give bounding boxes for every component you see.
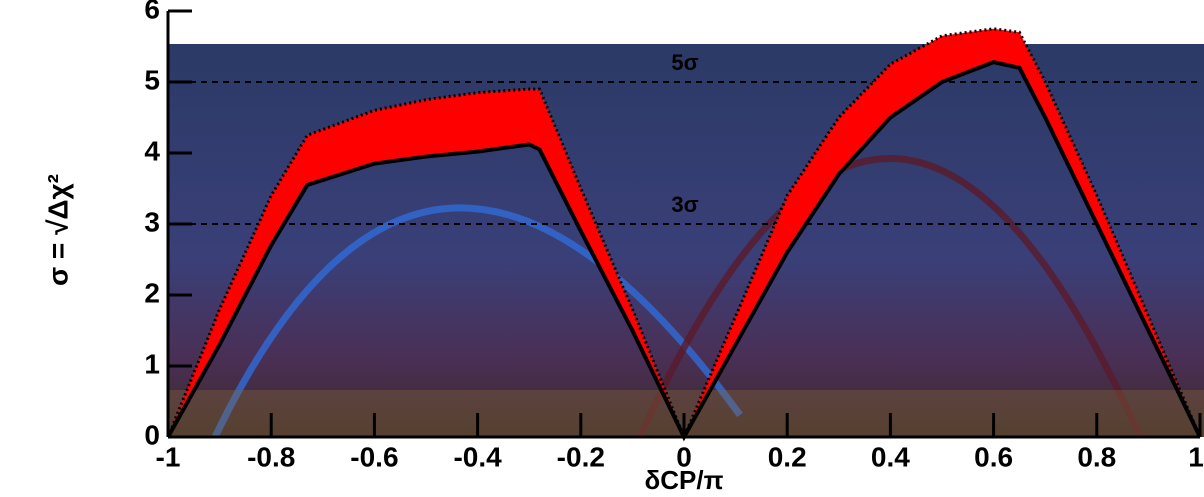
y-tick-label: 4 (144, 135, 160, 166)
x-tick-label: 0.6 (974, 441, 1013, 472)
background-photo (168, 44, 1204, 437)
decor-arc (211, 204, 743, 439)
band (168, 28, 1200, 437)
series-line (166, 27, 1202, 441)
y-tick-label: 1 (144, 348, 160, 379)
reference-label: 3σ (671, 192, 698, 217)
x-tick-label: -0.4 (453, 441, 502, 472)
x-tick-label: 1 (1188, 441, 1204, 472)
x-tick-label: -0.2 (557, 441, 605, 472)
x-tick-label: -1 (156, 441, 181, 472)
x-tick-label: -0.8 (247, 441, 295, 472)
y-tick-label: 3 (144, 206, 160, 237)
x-tick-label: 0.2 (768, 441, 807, 472)
y-tick-label: 6 (144, 0, 160, 24)
y-tick-label: 2 (144, 277, 160, 308)
y-tick-label: 5 (144, 64, 160, 95)
x-tick-label: 0 (676, 441, 692, 472)
y-tick-label: 0 (144, 419, 160, 450)
x-axis-label: δCP/π (644, 465, 723, 495)
x-tick-label: -0.6 (350, 441, 398, 472)
reference-label: 5σ (671, 50, 698, 75)
x-tick-label: 0.8 (1077, 441, 1116, 472)
y-axis-label: σ = √Δχ² (42, 174, 73, 286)
x-tick-label: 0.4 (871, 441, 910, 472)
decor-arc (636, 155, 1144, 439)
